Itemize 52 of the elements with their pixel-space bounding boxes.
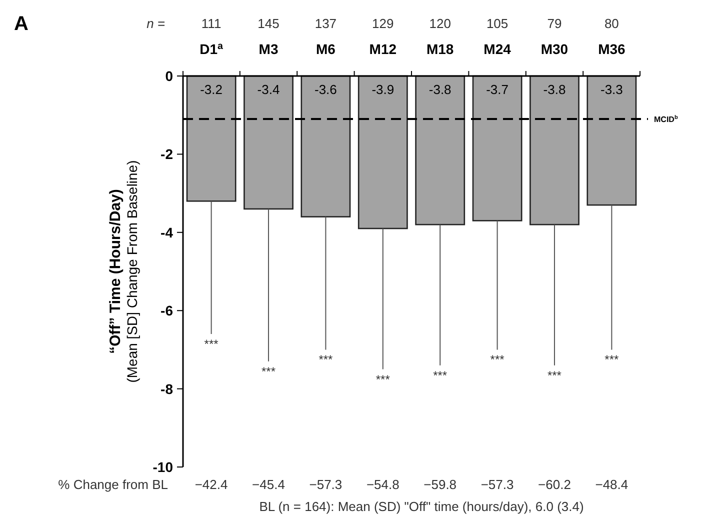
text: −57.3 xyxy=(309,477,342,492)
y-tick-label: -4 xyxy=(160,224,174,240)
annotation: *** xyxy=(490,352,505,367)
y-tick-label: -6 xyxy=(160,302,174,319)
data-label: -3.4 xyxy=(257,82,280,97)
x-tick-label: M18 xyxy=(426,41,454,57)
data-label: -3.9 xyxy=(372,82,394,97)
y-tick-label: -10 xyxy=(152,459,174,475)
text: −54.8 xyxy=(366,477,400,492)
y-tick-label: 0 xyxy=(165,68,174,84)
text: 137 xyxy=(314,16,337,31)
x-tick-label: M24 xyxy=(484,41,512,57)
text: 80 xyxy=(604,16,619,31)
data-label: -3.6 xyxy=(314,82,337,97)
text: −59.8 xyxy=(424,477,457,492)
text: A xyxy=(14,13,28,35)
text: 105 xyxy=(486,16,508,31)
x-tick-label: M30 xyxy=(540,41,568,57)
annotation: *** xyxy=(204,337,219,352)
text: 111 xyxy=(201,16,222,31)
x-tick-label: D1$^{a}$ xyxy=(200,40,224,57)
text: −60.2 xyxy=(538,477,571,492)
text: 145 xyxy=(258,16,280,31)
data-label: -3.7 xyxy=(486,82,508,97)
data-label: -3.2 xyxy=(200,82,223,97)
text: % Change from BL xyxy=(58,477,168,492)
data-label: -3.8 xyxy=(428,82,452,97)
x-tick-label: M12 xyxy=(369,41,397,57)
ref-line-label: MCID$^{b}$ xyxy=(654,114,678,124)
text: 120 xyxy=(429,16,451,31)
annotation: *** xyxy=(547,368,562,382)
x-tick-label: M3 xyxy=(258,41,278,57)
text: BL (n = 164): Mean (SD) "Off" time (hours/day), 6.0 (3.4) xyxy=(259,499,584,514)
y-tick-label: -8 xyxy=(160,380,174,397)
data-label: -3.3 xyxy=(600,82,623,97)
annotation: *** xyxy=(318,352,334,367)
annotation: *** xyxy=(376,372,390,386)
annotation: *** xyxy=(433,368,448,382)
y-axis-title: “Off” Time (Hours/Day) (Mean [SD] Change From Baseline) xyxy=(107,160,140,383)
data-label: -3.8 xyxy=(543,82,566,97)
annotation: *** xyxy=(604,352,620,367)
text: −45.4 xyxy=(252,477,285,492)
y-tick-label: -2 xyxy=(160,146,174,162)
text: −57.3 xyxy=(480,477,514,492)
x-tick-label: M6 xyxy=(316,41,336,57)
text: −48.4 xyxy=(595,477,628,492)
text: 129 xyxy=(372,16,394,31)
text: 79 xyxy=(547,16,562,31)
text: n = xyxy=(146,16,166,31)
text: −42.4 xyxy=(194,477,228,492)
annotation: *** xyxy=(262,364,276,378)
x-tick-label: M36 xyxy=(598,41,626,57)
